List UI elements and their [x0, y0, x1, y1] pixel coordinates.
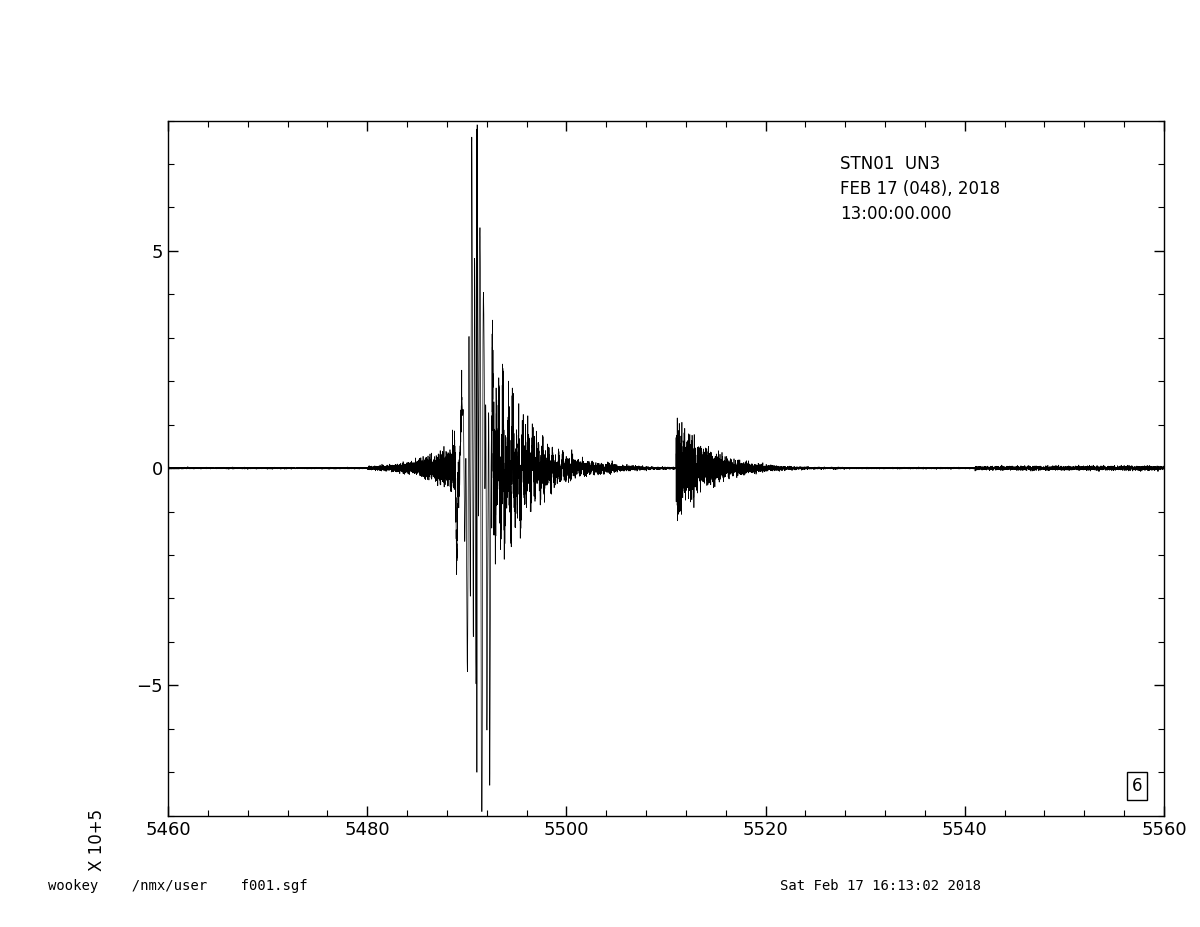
Text: Sat Feb 17 16:13:02 2018: Sat Feb 17 16:13:02 2018	[780, 879, 982, 893]
Text: X 10+5: X 10+5	[89, 809, 107, 871]
Text: wookey    /nmx/user    f001.sgf: wookey /nmx/user f001.sgf	[48, 879, 307, 893]
Text: STN01  UN3
FEB 17 (048), 2018
13:00:00.000: STN01 UN3 FEB 17 (048), 2018 13:00:00.00…	[840, 156, 1001, 223]
Text: 6: 6	[1132, 777, 1142, 795]
